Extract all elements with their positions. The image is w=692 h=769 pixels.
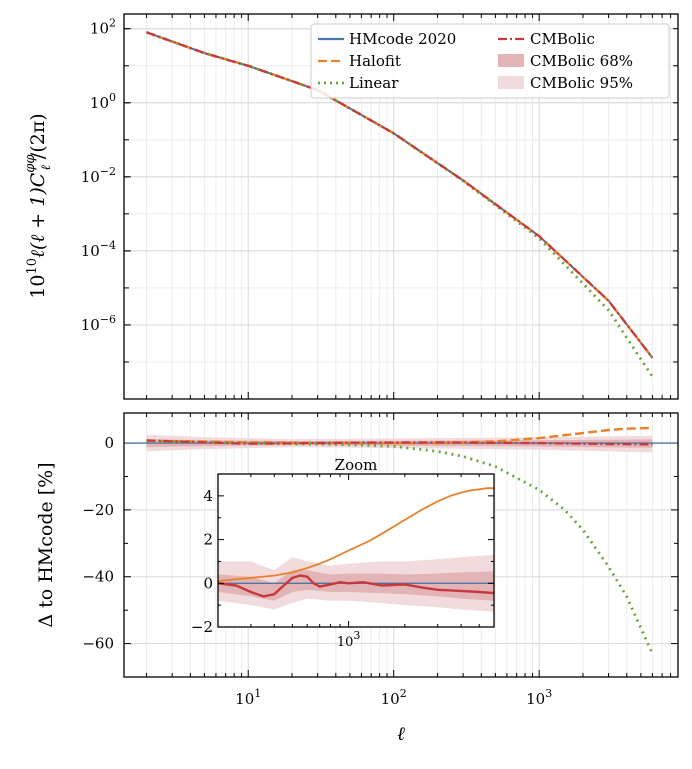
bottom-y-tick-label: 0: [104, 434, 114, 452]
x-tick-label: 102: [381, 687, 407, 708]
bottom-series: [124, 426, 678, 655]
inset-y-tick-label: 4: [203, 487, 213, 505]
bottom-y-tick-label: −60: [82, 635, 114, 653]
inset-x-tick-label: 103: [337, 629, 361, 650]
legend-label: CMBolic 68%: [530, 52, 633, 70]
legend-label: Linear: [349, 74, 399, 92]
legend-box: [310, 23, 670, 99]
legend-entry-hmcode-2020: HMcode 2020: [318, 30, 456, 48]
top-y-tick-label: 100: [90, 91, 116, 112]
bottom-series-linear: [146, 440, 654, 655]
inset-series: [218, 487, 494, 612]
inset-title: Zoom: [335, 456, 378, 474]
x-tick-label: 101: [235, 687, 261, 708]
legend-label: CMBolic: [530, 30, 595, 48]
top-y-tick-label: 10−6: [81, 313, 116, 334]
bottom-series-cmbolic: [146, 439, 653, 446]
bottom-axes-frame: [123, 412, 679, 678]
legend-label: CMBolic 95%: [530, 74, 633, 92]
legend-entry-cmbolic-68-: CMBolic 68%: [498, 52, 633, 70]
x-axis-label: ℓ: [397, 723, 405, 745]
legend-entry-halofit: Halofit: [318, 52, 401, 70]
legend-entry-linear: Linear: [318, 74, 399, 92]
top-series-cmbolic: [146, 31, 654, 359]
top-y-tick-label: 102: [90, 17, 116, 38]
top-y-tick-label: 10−2: [81, 165, 116, 186]
top-y-tick-label: 10−4: [81, 239, 116, 260]
legend-entry-cmbolic-95-: CMBolic 95%: [498, 74, 633, 92]
legend-label: Halofit: [349, 52, 401, 70]
inset-y-tick-label: 0: [203, 574, 213, 592]
legend-swatch: [498, 76, 524, 89]
inset-axes-frame: [217, 473, 495, 628]
inset-y-tick-label: −2: [191, 618, 213, 636]
top-y-axis-label: 1010ℓ(ℓ + 1)Cφφℓ/(2π): [23, 113, 54, 298]
legend-entry-cmbolic: CMBolic: [498, 30, 595, 48]
inset-band-cmbolic-68-: [218, 570, 494, 601]
top-axes-frame: [123, 13, 679, 400]
inset-series-halofit: [218, 487, 494, 582]
inset-series-cmbolic: [218, 574, 494, 598]
inset-y-tick-label: 2: [203, 531, 213, 549]
top-series: [146, 30, 654, 378]
legend: HMcode 2020 CMBolic Halofit CMBolic 68% Line…: [310, 23, 670, 99]
legend-label: HMcode 2020: [349, 30, 456, 48]
bottom-y-tick-label: −40: [82, 568, 114, 586]
bottom-series-halofit: [146, 426, 653, 445]
bottom-y-tick-label: −20: [82, 501, 114, 519]
inset-panel: 4 2 0 −2 103 Zoom: [191, 456, 495, 650]
legend-swatch: [498, 54, 524, 67]
x-tick-label: 103: [526, 687, 552, 708]
axis-labels: 1010ℓ(ℓ + 1)Cφφℓ/(2π) Δ to HMcode [%] ℓ: [23, 113, 405, 745]
bottom-y-axis-label: Δ to HMcode [%]: [35, 462, 57, 627]
